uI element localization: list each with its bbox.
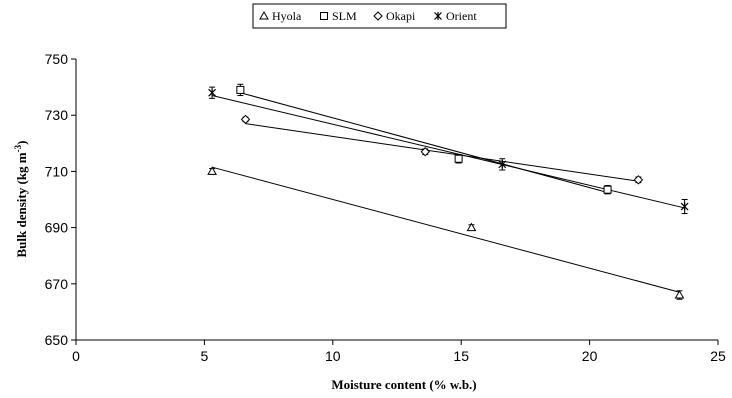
legend-item-hyola: Hyola (259, 9, 302, 23)
marker-triangle (207, 166, 217, 175)
marker-star (498, 160, 507, 169)
marker-diamond (240, 114, 251, 125)
x-ticks: 0 5 10 15 20 25 (72, 340, 726, 364)
trendlines (211, 92, 685, 293)
data-points (207, 83, 689, 300)
x-tick-label: 15 (453, 348, 469, 364)
legend-label: Orient (446, 9, 477, 23)
marker-diamond (633, 175, 644, 185)
legend-marker-square (320, 12, 328, 20)
data-point-slm (236, 83, 245, 97)
marker-triangle (674, 290, 685, 299)
y-tick-label: 650 (45, 332, 69, 348)
data-point-hyola (466, 222, 477, 232)
x-tick-label: 10 (325, 348, 341, 364)
x-tick-label: 0 (72, 348, 80, 364)
marker-square (454, 154, 463, 163)
legend-marker-triangle (259, 10, 269, 20)
data-point-slm (603, 184, 612, 195)
x-tick-label: 20 (582, 348, 598, 364)
legend: Hyola SLM Okapi Orient (252, 3, 507, 29)
y-ticks: 650 670 690 710 730 750 (45, 51, 76, 348)
data-point-orient (498, 158, 507, 171)
legend-marker-diamond (373, 11, 383, 21)
legend-item-slm: SLM (320, 9, 357, 23)
marker-star (680, 202, 689, 211)
data-point-hyola (207, 166, 217, 175)
trendline-hyola (211, 166, 680, 293)
legend-label: Okapi (386, 9, 416, 23)
y-tick-label: 730 (45, 107, 69, 123)
y-tick-label: 750 (45, 51, 69, 67)
trendline-slm (240, 92, 608, 193)
legend-item-orient: Orient (434, 9, 477, 23)
legend-item-okapi: Okapi (373, 9, 416, 23)
data-point-orient (680, 199, 689, 215)
plot-area: 650 670 690 710 730 750 0 5 10 15 20 25 (45, 51, 726, 364)
y-tick-label: 710 (45, 163, 69, 179)
x-axis-title: Moisture content (% w.b.) (331, 377, 476, 392)
marker-star (208, 88, 217, 97)
trendline-orient (211, 95, 685, 209)
trendline-okapi (245, 123, 639, 182)
y-tick-label: 690 (45, 220, 69, 236)
legend-marker-star (434, 12, 442, 20)
data-point-okapi (420, 147, 430, 157)
data-point-okapi (633, 175, 644, 185)
data-point-orient (208, 86, 217, 99)
x-tick-label: 25 (710, 348, 726, 364)
marker-triangle (466, 222, 477, 232)
x-tick-label: 5 (201, 348, 209, 364)
data-point-okapi (240, 114, 251, 125)
data-point-hyola (674, 290, 685, 300)
legend-label: SLM (332, 9, 357, 23)
marker-square (236, 85, 245, 94)
legend-label: Hyola (272, 9, 302, 23)
marker-diamond (420, 147, 430, 157)
y-tick-label: 670 (45, 276, 69, 292)
data-point-slm (454, 154, 463, 164)
y-axis-title: Bulk density (kg m-3) (13, 141, 29, 258)
marker-square (603, 185, 612, 194)
